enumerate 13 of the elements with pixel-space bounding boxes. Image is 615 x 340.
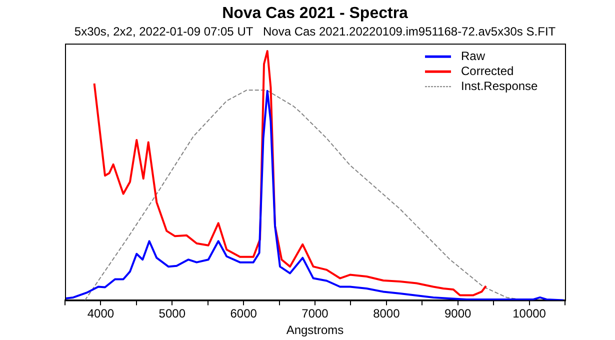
x-axis-title: Angstroms: [286, 323, 344, 338]
x-tick-label: 8000: [373, 306, 400, 321]
chart-title: Nova Cas 2021 - Spectra: [222, 5, 408, 22]
legend-label: Inst.Response: [461, 78, 538, 93]
x-tick-label: 10000: [512, 306, 546, 321]
x-tick-label: 7000: [302, 306, 329, 321]
legend-label: Corrected: [461, 64, 514, 78]
legend-label: Raw: [461, 48, 486, 63]
x-tick-label: 9000: [444, 306, 472, 321]
x-tick-label: 4000: [87, 306, 114, 321]
chart-subtitle: 5x30s, 2x2, 2022-01-09 07:05 UT Nova Cas 2021.20220109.im951168-72.av5x30s S.FIT: [74, 24, 556, 39]
x-tick-label: 6000: [230, 306, 258, 321]
x-tick-label: 5000: [158, 306, 186, 321]
